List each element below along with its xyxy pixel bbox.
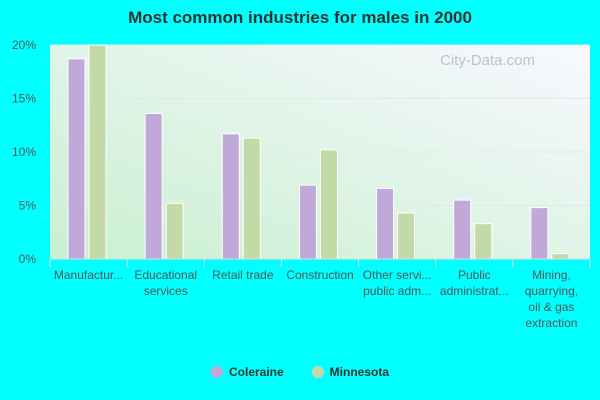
y-tick-label: 20%: [12, 38, 36, 52]
x-category-label: oil & gas: [528, 300, 574, 314]
x-category-label: administrat...: [440, 284, 509, 298]
y-tick-label: 10%: [12, 145, 36, 159]
chart-title: Most common industries for males in 2000: [128, 8, 472, 27]
x-category-label: Mining,: [532, 268, 571, 282]
x-category-label: quarrying,: [525, 284, 578, 298]
y-tick-label: 15%: [12, 92, 36, 106]
x-category-label: Construction: [286, 268, 353, 282]
bar-coleraine: [67, 58, 86, 260]
x-category-label: services: [144, 284, 188, 298]
bar-minnesota: [242, 137, 261, 260]
bar-coleraine: [221, 133, 240, 260]
bar-coleraine: [376, 187, 395, 260]
bar-minnesota: [88, 44, 107, 260]
x-category-label: Public: [458, 268, 491, 282]
bar-coleraine: [530, 207, 549, 260]
bar-coleraine: [453, 199, 472, 260]
legend: Coleraine Minnesota: [0, 365, 600, 379]
legend-item: Minnesota: [311, 365, 390, 379]
x-category-label: public adm...: [363, 284, 431, 298]
x-category-label: Manufactur...: [54, 268, 123, 282]
bar-coleraine: [144, 112, 163, 260]
x-category-label: Other servi...: [363, 268, 432, 282]
bar-minnesota: [397, 212, 416, 260]
x-category-label: extraction: [525, 316, 577, 330]
x-category-label: Retail trade: [212, 268, 274, 282]
y-tick-label: 0%: [19, 252, 37, 266]
legend-label: Coleraine: [228, 365, 284, 379]
legend-swatch: [210, 366, 223, 378]
legend-swatch: [311, 366, 324, 378]
x-category-label: Educational: [134, 268, 197, 282]
bar-minnesota: [165, 202, 184, 260]
legend-item: Coleraine: [210, 365, 284, 379]
bar-coleraine: [298, 184, 317, 260]
bar-minnesota: [474, 223, 493, 260]
bar-minnesota: [551, 253, 570, 260]
legend-label: Minnesota: [329, 365, 390, 379]
watermark: City-Data.com: [440, 52, 536, 69]
y-tick-label: 5%: [19, 199, 37, 213]
bar-minnesota: [319, 149, 338, 260]
